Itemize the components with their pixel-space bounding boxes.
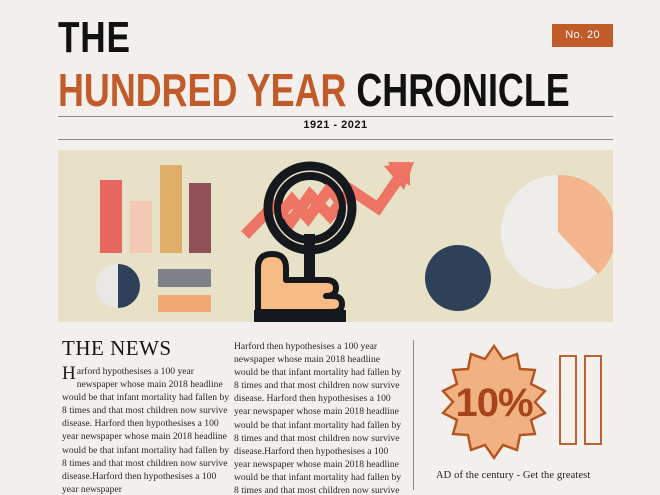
ad-graphics: 10% xyxy=(441,343,602,461)
issue-number-badge[interactable]: No. 20 xyxy=(552,24,613,47)
ad-vertical-bar-2 xyxy=(584,355,602,445)
magnifier-inner-trend-icon xyxy=(281,179,339,232)
ad-vertical-bar-1 xyxy=(559,355,577,445)
bar-chart-icon xyxy=(100,165,211,253)
stacked-bars-icon xyxy=(158,269,211,312)
pie-chart-icon xyxy=(501,174,613,289)
hand-icon xyxy=(254,251,346,322)
masthead-line-2: HUNDRED YEAR CHRONICLE xyxy=(58,64,570,116)
navy-circle-shape xyxy=(425,245,491,311)
ad-caption: AD of the century - Get the greatest xyxy=(436,470,591,481)
masthead-line-1: THE xyxy=(58,13,131,62)
half-pie-icon xyxy=(96,264,140,308)
date-range: 1921 - 2021 xyxy=(303,119,368,131)
divider-bottom xyxy=(58,139,613,140)
discount-value: 10% xyxy=(455,381,532,425)
news-column-1-text: arford hypothesises a 100 year newspaper… xyxy=(62,366,230,495)
masthead: THE No. 20 HUNDRED YEAR CHRONICLE xyxy=(58,16,613,114)
masthead-highlight: HUNDRED YEAR xyxy=(58,64,347,116)
column-divider xyxy=(413,340,414,490)
drop-cap: H xyxy=(62,365,76,384)
discount-starburst-badge[interactable] xyxy=(441,343,547,461)
masthead-rest: CHRONICLE xyxy=(356,64,570,116)
hero-illustration xyxy=(58,150,613,322)
masthead-title-row: THE No. 20 xyxy=(58,16,613,60)
hero-illustration-svg xyxy=(96,161,613,322)
news-section-heading: THE NEWS xyxy=(62,336,172,360)
news-column-2: Harford then hypothesises a 100 year new… xyxy=(234,341,402,495)
divider-top xyxy=(58,116,613,117)
ad-block[interactable]: 10% xyxy=(432,340,632,495)
magnifier-icon xyxy=(263,161,357,278)
